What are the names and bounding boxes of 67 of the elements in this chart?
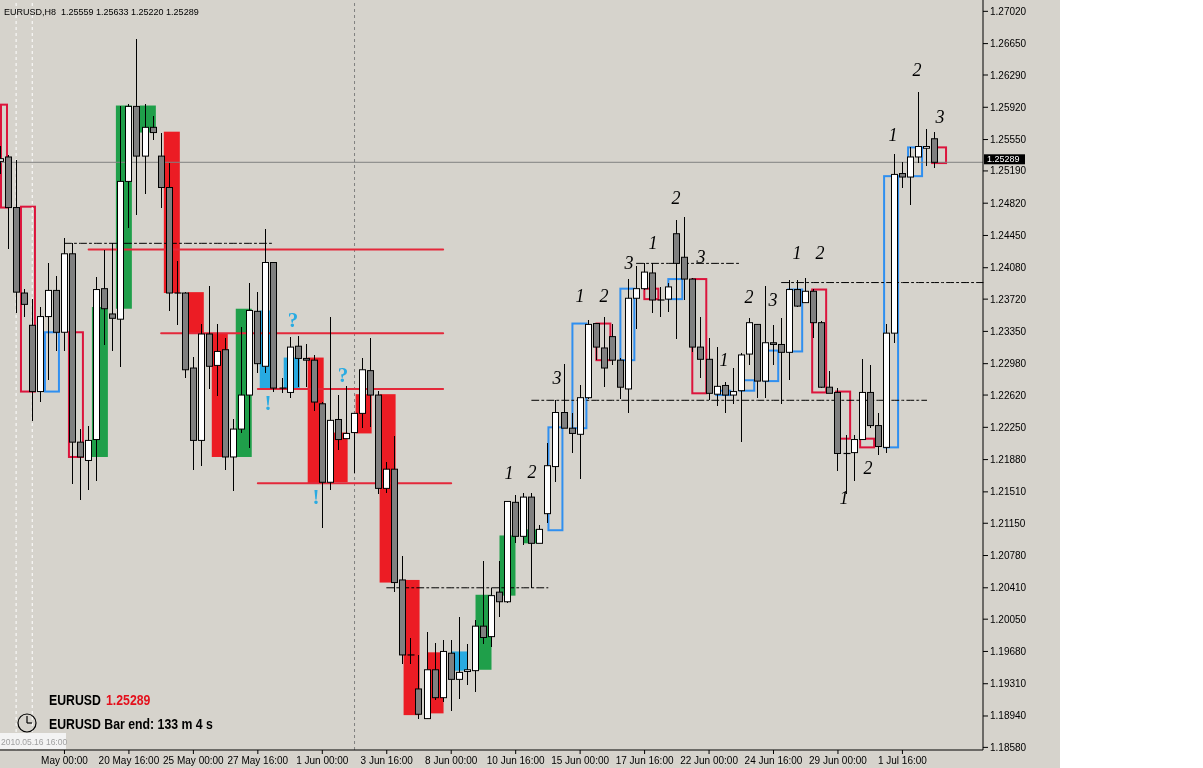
x-tick-label: 15 Jun 00:00 [551, 754, 610, 766]
annotation: ! [312, 485, 320, 509]
y-tick-label: 1.19680 [990, 645, 1027, 657]
y-tick-label: 1.23350 [990, 325, 1027, 337]
annotation: 2 [744, 287, 754, 307]
annotation: 1 [719, 350, 729, 370]
y-tick-label: 1.20780 [990, 550, 1027, 562]
annotation: 1 [792, 243, 802, 263]
x-tick-label: 3 Jun 16:00 [360, 754, 414, 766]
y-tick-label: 1.27020 [990, 5, 1027, 17]
x-tick-label: 8 Jun 00:00 [425, 754, 478, 766]
annotation: 1 [839, 488, 849, 508]
y-tick-label: 1.18940 [990, 710, 1027, 722]
annotation: 2 [912, 60, 922, 80]
y-tick-label: 1.21150 [990, 517, 1026, 529]
annotation: 1.25289 [106, 691, 151, 709]
y-tick-label: 1.25550 [990, 134, 1027, 146]
y-tick-label: 1.24080 [990, 262, 1027, 274]
annotation: EURUSD [49, 691, 101, 709]
annotation: 2 [863, 458, 873, 478]
y-tick-label: 1.20410 [990, 582, 1027, 594]
annotation: 2 [815, 243, 825, 263]
x-tick-label: 10 Jun 16:00 [486, 754, 546, 766]
annotation: 1 [575, 286, 585, 306]
y-tick-label: 1.21880 [990, 454, 1027, 466]
x-tick-label: 27 May 16:00 [227, 754, 289, 766]
x-tick-label: 17 Jun 16:00 [615, 754, 674, 766]
x-tick-label: 22 Jun 00:00 [680, 754, 739, 766]
y-tick-label: 1.22250 [990, 421, 1027, 433]
x-tick-label: 24 Jun 16:00 [744, 754, 803, 766]
y-tick-label: 1.21510 [990, 486, 1027, 498]
text: EURUSD,H8 1.25559 1.25633 1.25220 1.25289 [4, 7, 199, 17]
y-tick-label: 1.23720 [990, 293, 1027, 305]
ref-line-label: 1.25289 [987, 154, 1020, 165]
y-tick-label: 1.19310 [990, 678, 1027, 690]
y-tick-label: 1.20050 [990, 613, 1027, 625]
x-tick-label: 1 Jun 00:00 [296, 754, 349, 766]
annotation: 1 [648, 233, 658, 253]
y-tick-label: 1.25920 [990, 101, 1027, 113]
annotation: ? [337, 363, 349, 387]
y-tick-label: 1.26650 [990, 38, 1027, 50]
x-tick-label: 25 May 00:00 [163, 754, 225, 766]
y-tick-label: 1.22620 [990, 389, 1027, 401]
annotation: ? [287, 308, 299, 332]
x-tick-label: 20 May 16:00 [98, 754, 160, 766]
y-tick-label: 1.25190 [990, 165, 1027, 177]
y-tick-label: 1.24820 [990, 197, 1027, 209]
annotation: 3 [767, 290, 778, 310]
x-tick-label: May 00:00 [41, 754, 89, 766]
y-tick-label: 1.26290 [990, 69, 1027, 81]
annotation: 3 [551, 368, 562, 388]
annotation: 2 [527, 462, 537, 482]
x-tick-label: 29 Jun 00:00 [809, 754, 868, 766]
annotation: 1 [504, 463, 514, 483]
y-tick-label: 1.18580 [990, 741, 1027, 753]
annotation: ! [264, 391, 272, 415]
annotation: EURUSD Bar end: 133 m 4 s [49, 715, 214, 733]
annotation: 3 [695, 247, 706, 267]
y-tick-label: 1.24450 [990, 229, 1027, 241]
annotation: 1 [888, 125, 898, 145]
annotation: 2010.05.16 16:00 [1, 737, 68, 747]
annotation: 2 [599, 286, 609, 306]
annotation: 3 [623, 253, 634, 273]
x-tick-label: 1 Jul 16:00 [877, 754, 928, 766]
annotation: 3 [934, 107, 945, 127]
y-tick-label: 1.22980 [990, 358, 1027, 370]
annotation: 2 [671, 188, 681, 208]
